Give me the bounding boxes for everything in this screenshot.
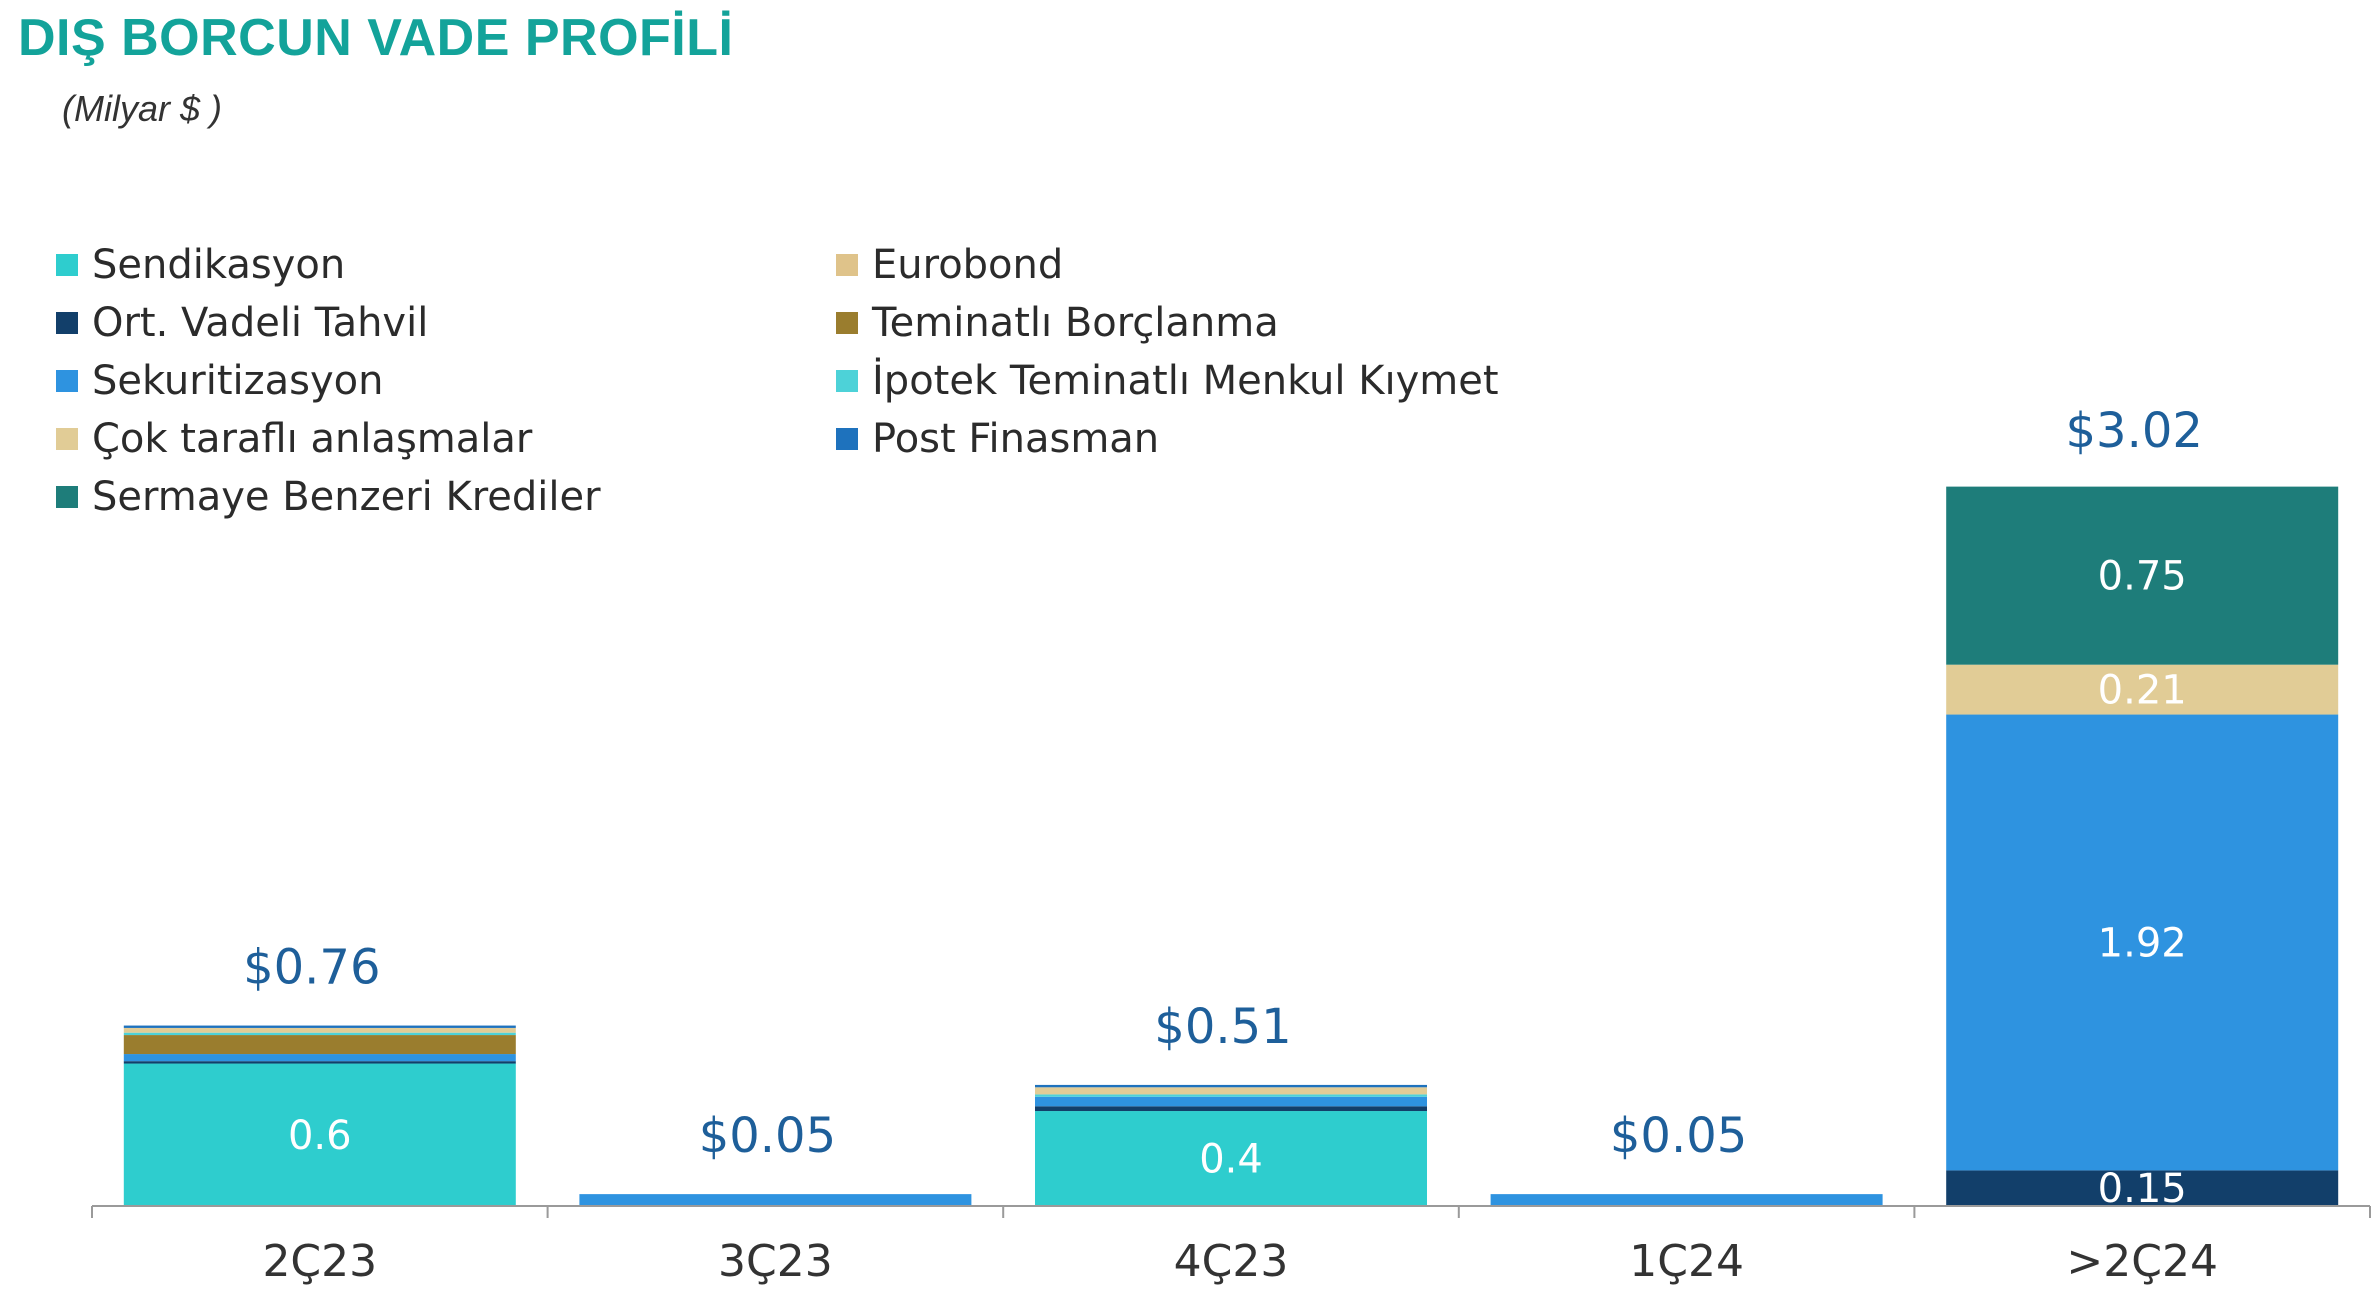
bar-segment xyxy=(1946,486,2339,665)
legend-label: Sermaye Benzeri Krediler xyxy=(92,474,601,520)
data-label: 1.92 xyxy=(2098,920,2187,966)
legend-swatch xyxy=(56,486,78,508)
bar-segment xyxy=(123,1035,516,1055)
legend-label: Post Finasman xyxy=(872,416,1160,462)
bar-segment xyxy=(123,1025,516,1028)
data-label: 0.21 xyxy=(2098,668,2187,714)
category-label: 1Ç24 xyxy=(1629,1236,1744,1287)
category-label: 4Ç23 xyxy=(1174,1236,1289,1287)
legend-item: Teminatlı Borçlanma xyxy=(836,294,1636,352)
legend-label: Sendikasyon xyxy=(92,242,346,288)
bar-segment xyxy=(1946,714,2339,1171)
bar-segment xyxy=(1035,1084,1427,1088)
legend-swatch xyxy=(836,370,858,392)
legend-swatch xyxy=(56,370,78,392)
data-label: 0.75 xyxy=(2098,554,2187,600)
total-label: $0.05 xyxy=(1610,1108,1747,1164)
legend-label: Teminatlı Borçlanma xyxy=(872,300,1279,346)
bar-segment xyxy=(1946,1170,2339,1206)
bar-segment xyxy=(1035,1096,1427,1107)
data-label: 0.15 xyxy=(2098,1166,2187,1212)
category-label: >2Ç24 xyxy=(2066,1236,2218,1287)
bar-segment xyxy=(1035,1094,1427,1097)
legend-swatch xyxy=(836,254,858,276)
bar-segment xyxy=(1946,664,2339,715)
bar-segment xyxy=(1035,1106,1427,1112)
legend: Sendikasyon Eurobond Ort. Vadeli Tahvil … xyxy=(56,236,1656,526)
bar-segment xyxy=(123,1027,516,1033)
legend-label: Çok taraflı anlaşmalar xyxy=(92,416,533,462)
legend-swatch xyxy=(836,312,858,334)
legend-item: Sekuritizasyon xyxy=(56,352,836,410)
legend-label: Ort. Vadeli Tahvil xyxy=(92,300,429,346)
legend-label: Sekuritizasyon xyxy=(92,358,384,404)
data-label: 0.4 xyxy=(1199,1137,1263,1183)
legend-item: Çok taraflı anlaşmalar xyxy=(56,410,836,468)
bar-segment xyxy=(123,1061,516,1064)
legend-label: İpotek Teminatlı Menkul Kıymet xyxy=(872,358,1499,404)
category-label: 3Ç23 xyxy=(718,1236,833,1287)
bar-segment xyxy=(123,1054,516,1062)
category-label: 2Ç23 xyxy=(262,1236,377,1287)
legend-item: Post Finasman xyxy=(836,410,1636,468)
chart-subtitle: (Milyar $ ) xyxy=(62,88,222,129)
total-label: $0.05 xyxy=(699,1108,836,1164)
bar-segment xyxy=(123,1063,516,1206)
bar-segment xyxy=(1490,1194,1883,1206)
bar-segment xyxy=(579,1194,972,1206)
data-label: 0.6 xyxy=(288,1113,352,1159)
bar-segment xyxy=(1035,1087,1427,1095)
total-label: $0.76 xyxy=(243,940,380,996)
legend-item: Sendikasyon xyxy=(56,236,836,294)
legend-item: Ort. Vadeli Tahvil xyxy=(56,294,836,352)
legend-item: Eurobond xyxy=(836,236,1636,294)
total-label: $3.02 xyxy=(2065,403,2202,459)
legend-swatch xyxy=(56,428,78,450)
total-label: $0.51 xyxy=(1154,999,1291,1055)
bar-segment xyxy=(123,1032,516,1036)
legend-swatch xyxy=(56,254,78,276)
legend-swatch xyxy=(56,312,78,334)
legend-swatch xyxy=(836,428,858,450)
chart-title: DIŞ BORCUN VADE PROFİLİ xyxy=(18,9,734,67)
legend-item: Sermaye Benzeri Krediler xyxy=(56,468,836,526)
bar-segment xyxy=(1035,1111,1427,1206)
legend-item: İpotek Teminatlı Menkul Kıymet xyxy=(836,352,1636,410)
legend-label: Eurobond xyxy=(872,242,1064,288)
